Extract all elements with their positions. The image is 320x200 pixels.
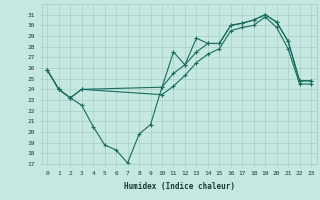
X-axis label: Humidex (Indice chaleur): Humidex (Indice chaleur) bbox=[124, 182, 235, 191]
